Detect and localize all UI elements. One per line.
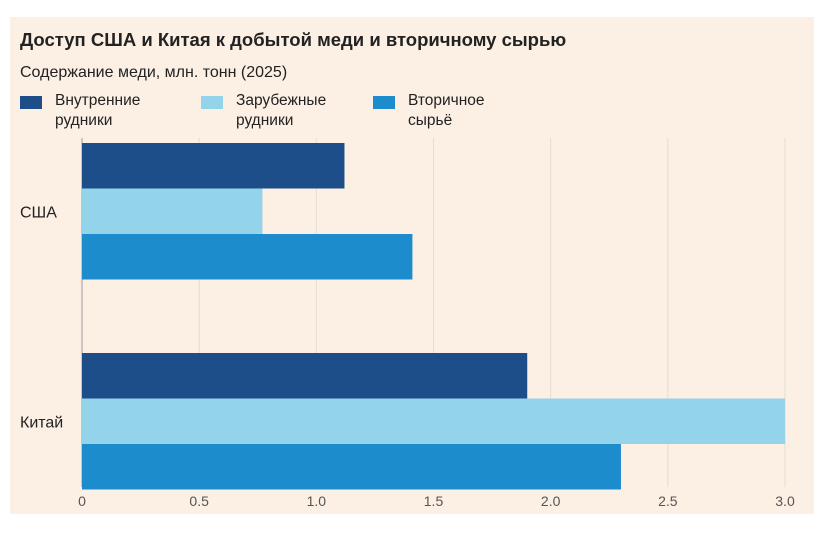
x-tick-label: 0 bbox=[78, 493, 86, 509]
chart-title: Доступ США и Китая к добытой меди и втор… bbox=[20, 29, 567, 50]
legend-swatch-secondary-raw bbox=[373, 96, 395, 109]
bar-1-1 bbox=[82, 398, 785, 444]
bar-0-1 bbox=[82, 188, 263, 234]
chart-subtitle: Содержание меди, млн. тонн (2025) bbox=[20, 64, 288, 81]
legend-label-secondary-raw: Вторичное сырьё bbox=[408, 92, 485, 129]
category-label: Китай bbox=[20, 414, 63, 431]
x-tick-label: 3.0 bbox=[775, 493, 795, 509]
legend-swatch-domestic-mines bbox=[20, 96, 42, 109]
x-tick-label: 1.0 bbox=[307, 493, 327, 509]
x-tick-label: 2.0 bbox=[541, 493, 561, 509]
x-tick-label: 1.5 bbox=[424, 493, 444, 509]
x-tick-label: 0.5 bbox=[189, 493, 209, 509]
category-labels: США Китай bbox=[20, 204, 63, 431]
bar-0-0 bbox=[82, 143, 345, 189]
bar-1-0 bbox=[82, 353, 528, 399]
category-label: США bbox=[20, 204, 57, 221]
legend-label-foreign-mines: Зарубежные рудники bbox=[236, 92, 327, 129]
x-tick-labels: 0 0.5 1.0 1.5 2.0 2.5 3.0 bbox=[78, 493, 795, 509]
bar-1-2 bbox=[82, 444, 621, 490]
legend-label-domestic-mines: Внутренние рудники bbox=[55, 92, 141, 129]
legend-swatch-foreign-mines bbox=[201, 96, 223, 109]
x-tick-label: 2.5 bbox=[658, 493, 678, 509]
bar-0-2 bbox=[82, 234, 413, 280]
bars bbox=[82, 143, 785, 490]
